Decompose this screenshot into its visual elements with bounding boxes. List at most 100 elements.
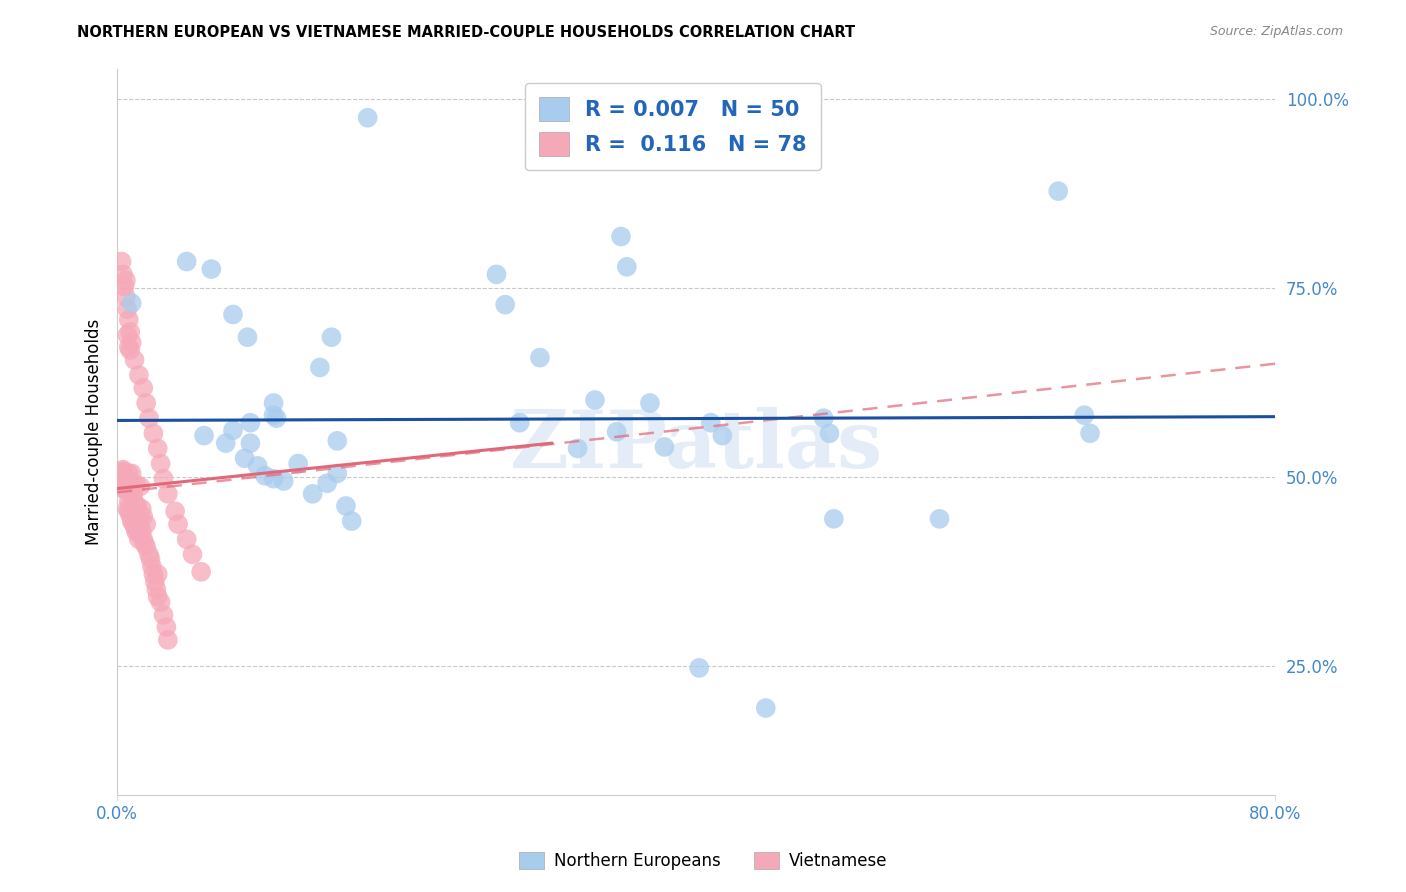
Point [112,279,135,293]
Point [818,426,841,441]
Point [309,360,332,375]
Point [654,440,676,454]
Point [222,308,245,322]
Point [118,474,141,488]
Point [583,392,606,407]
Point [131,502,153,516]
Point [193,428,215,442]
Point [118,467,141,481]
Point [155,620,177,634]
Point [121,467,143,481]
Point [266,411,288,425]
Point [146,442,169,456]
Point [1073,408,1095,422]
Point [118,313,141,327]
Point [112,479,135,493]
Point [326,434,349,448]
Point [263,472,285,486]
Point [135,517,157,532]
Point [1047,184,1070,198]
Point [138,548,160,562]
Point [142,567,165,582]
Point [529,351,551,365]
Point [688,661,710,675]
Point [121,335,143,350]
Point [149,457,172,471]
Point [616,260,638,274]
Point [117,476,139,491]
Point [246,458,269,473]
Point [321,330,343,344]
Point [222,423,245,437]
Point [124,519,146,533]
Point [711,428,734,442]
Point [127,499,149,513]
Point [128,533,150,547]
Point [485,268,508,282]
Point [200,262,222,277]
Point [125,477,148,491]
Legend: Northern Europeans, Vietnamese: Northern Europeans, Vietnamese [512,845,894,877]
Point [122,516,145,530]
Point [509,416,531,430]
Point [253,468,276,483]
Point [118,504,141,518]
Point [120,343,142,357]
Y-axis label: Married-couple Households: Married-couple Households [86,318,103,545]
Point [700,416,723,430]
Point [167,517,190,532]
Point [340,514,363,528]
Point [165,504,187,518]
Point [110,254,132,268]
Point [928,512,950,526]
Point [124,497,146,511]
Text: NORTHERN EUROPEAN VS VIETNAMESE MARRIED-COUPLE HOUSEHOLDS CORRELATION CHART: NORTHERN EUROPEAN VS VIETNAMESE MARRIED-… [77,25,855,40]
Point [142,426,165,441]
Point [823,512,845,526]
Point [110,467,132,481]
Point [335,499,357,513]
Point [263,408,285,422]
Point [287,457,309,471]
Point [156,487,179,501]
Point [132,381,155,395]
Point [239,416,262,430]
Point [120,325,142,339]
Point [139,552,162,566]
Point [112,482,135,496]
Point [638,396,661,410]
Point [273,474,295,488]
Point [122,489,145,503]
Point [118,340,141,354]
Point [118,494,141,508]
Point [121,476,143,491]
Point [176,533,198,547]
Point [146,590,169,604]
Point [181,548,204,562]
Point [152,607,174,622]
Point [125,524,148,539]
Point [129,479,152,493]
Point [121,499,143,513]
Point [610,229,633,244]
Point [129,519,152,533]
Point [117,502,139,516]
Point [755,701,778,715]
Point [239,436,262,450]
Point [233,451,256,466]
Legend: R = 0.007   N = 50, R =  0.116   N = 78: R = 0.007 N = 50, R = 0.116 N = 78 [524,83,821,170]
Point [121,296,143,310]
Point [111,268,134,282]
Point [1078,426,1101,441]
Point [115,483,138,498]
Point [146,567,169,582]
Point [176,254,198,268]
Point [135,540,157,554]
Point [111,472,134,486]
Point [138,411,160,425]
Point [111,462,134,476]
Point [356,111,378,125]
Point [117,302,139,317]
Point [494,298,516,312]
Point [128,509,150,524]
